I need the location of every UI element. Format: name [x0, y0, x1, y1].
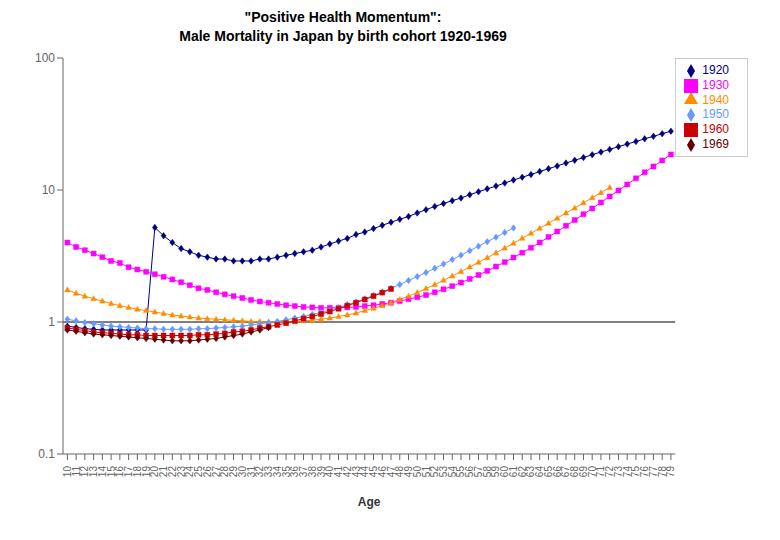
- html-text:"Positive Health Momentum":: "Positive Health Momentum":: [244, 9, 442, 25]
- svg-text:49: 49: [403, 466, 414, 478]
- svg-text:52: 52: [429, 466, 441, 478]
- svg-text:Age: Age: [358, 495, 381, 509]
- svg-text:35: 35: [280, 466, 292, 478]
- svg-text:17: 17: [123, 466, 135, 478]
- svg-text:71: 71: [595, 466, 607, 478]
- svg-text:69: 69: [578, 466, 589, 478]
- svg-text:43: 43: [350, 466, 362, 478]
- svg-text:0.1: 0.1: [38, 447, 55, 461]
- svg-text:47: 47: [385, 466, 397, 478]
- svg-text:65: 65: [543, 466, 554, 478]
- svg-text:30: 30: [236, 466, 248, 478]
- svg-text:70: 70: [586, 466, 598, 478]
- svg-text:19: 19: [140, 466, 152, 478]
- svg-text:25: 25: [193, 466, 205, 478]
- svg-text:10: 10: [42, 183, 56, 197]
- svg-text:60: 60: [499, 466, 511, 478]
- svg-text:53: 53: [438, 466, 449, 478]
- svg-text:11: 11: [70, 466, 82, 477]
- svg-text:63: 63: [525, 466, 537, 478]
- svg-text:68: 68: [569, 466, 581, 478]
- svg-text:72: 72: [604, 466, 616, 478]
- svg-text:42: 42: [341, 466, 353, 478]
- svg-text:61: 61: [508, 466, 519, 478]
- svg-text:20: 20: [149, 466, 161, 478]
- html-text:1969: 1969: [702, 137, 729, 152]
- html-text:1940: 1940: [702, 92, 729, 107]
- html-text:1920: 1920: [702, 63, 729, 77]
- svg-text:23: 23: [175, 466, 187, 478]
- svg-text:39: 39: [315, 466, 327, 478]
- svg-text:77: 77: [647, 466, 659, 478]
- svg-text:66: 66: [551, 466, 563, 478]
- svg-text:62: 62: [516, 466, 528, 478]
- svg-text:15: 15: [105, 466, 117, 478]
- html-text:Male Mortality in Japan by bir: Male Mortality in Japan by birth cohort …: [179, 28, 507, 44]
- svg-text:37: 37: [298, 466, 309, 478]
- svg-text:59: 59: [490, 466, 502, 478]
- svg-text:26: 26: [201, 466, 213, 478]
- svg-text:57: 57: [473, 466, 484, 478]
- svg-text:16: 16: [114, 466, 126, 478]
- svg-text:32: 32: [254, 466, 266, 478]
- svg-text:56: 56: [464, 466, 476, 478]
- svg-text:24: 24: [184, 466, 196, 478]
- html-text:1950: 1950: [702, 107, 729, 122]
- svg-text:41: 41: [333, 466, 344, 478]
- svg-text:18: 18: [131, 466, 143, 478]
- svg-text:28: 28: [219, 466, 231, 478]
- svg-text:100: 100: [35, 51, 55, 65]
- svg-text:33: 33: [263, 466, 275, 478]
- svg-text:67: 67: [560, 466, 572, 478]
- svg-text:64: 64: [534, 466, 546, 478]
- svg-text:78: 78: [656, 466, 668, 478]
- svg-text:46: 46: [376, 466, 388, 478]
- svg-text:22: 22: [166, 466, 178, 478]
- html-text:1960: 1960: [702, 122, 729, 137]
- svg-text:44: 44: [359, 466, 371, 478]
- svg-text:74: 74: [621, 466, 633, 478]
- svg-text:51: 51: [420, 466, 432, 478]
- svg-text:12: 12: [79, 466, 91, 478]
- svg-text:54: 54: [446, 466, 458, 478]
- svg-text:10: 10: [61, 466, 73, 478]
- svg-text:29: 29: [228, 466, 240, 478]
- svg-text:38: 38: [306, 466, 318, 478]
- svg-text:13: 13: [88, 466, 100, 478]
- svg-text:79: 79: [665, 466, 676, 478]
- svg-text:27: 27: [210, 466, 222, 478]
- svg-text:48: 48: [394, 466, 406, 478]
- svg-text:31: 31: [245, 466, 257, 478]
- svg-text:75: 75: [630, 466, 642, 478]
- svg-text:73: 73: [612, 466, 624, 478]
- svg-text:34: 34: [271, 466, 283, 478]
- svg-text:14: 14: [96, 466, 108, 478]
- html-text:1930: 1930: [702, 77, 729, 92]
- svg-text:58: 58: [481, 466, 493, 478]
- svg-text:1: 1: [48, 315, 55, 329]
- svg-text:50: 50: [411, 466, 423, 478]
- svg-text:40: 40: [324, 466, 336, 478]
- svg-text:55: 55: [455, 466, 467, 478]
- svg-text:36: 36: [289, 466, 301, 478]
- svg-text:21: 21: [158, 466, 170, 478]
- svg-text:45: 45: [368, 466, 379, 478]
- svg-text:76: 76: [639, 466, 651, 478]
